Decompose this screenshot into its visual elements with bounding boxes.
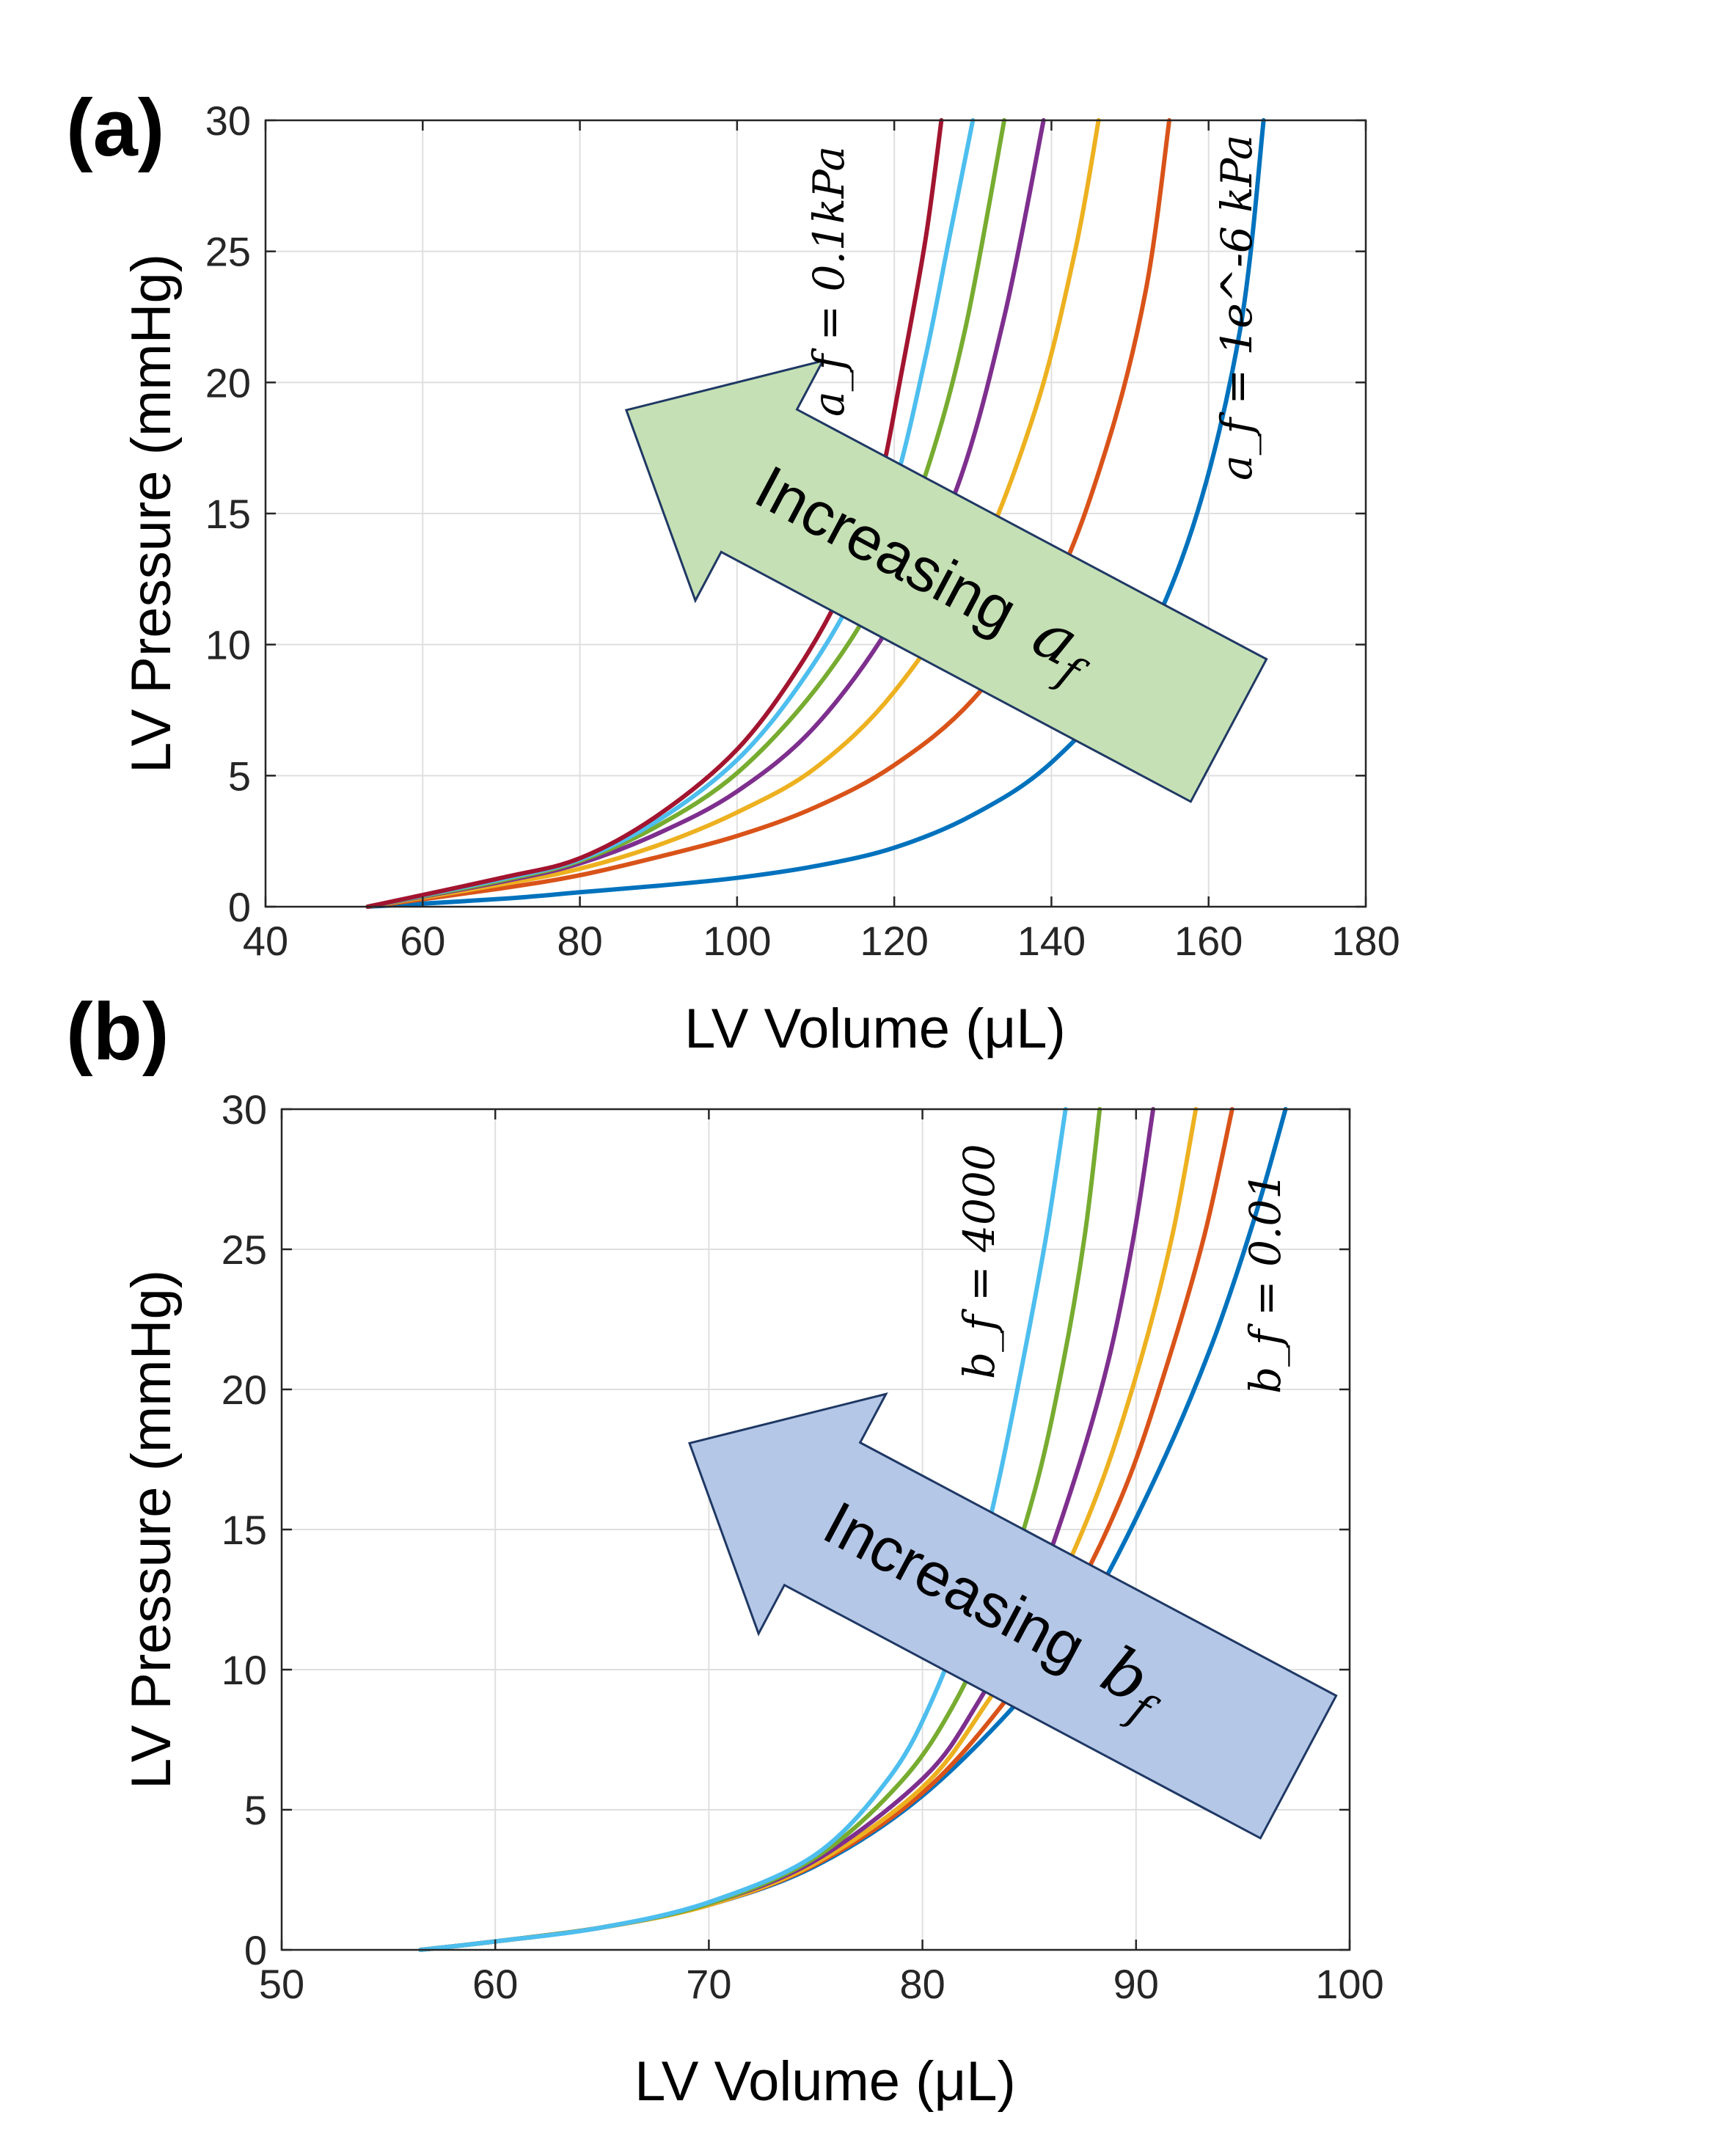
panel-a-x-tick-label: 180 (1331, 918, 1400, 964)
panel-b-ticks: 50 60 70 80 90 100 0 5 10 15 20 25 30 (222, 1086, 1384, 2007)
panel-b-curves (418, 1107, 1288, 1952)
panel-a-label-high: a_f = 0.1kPa (804, 146, 854, 417)
panel-a-x-tick-label: 60 (400, 918, 445, 964)
panel-a-y-tick-label: 15 (205, 491, 251, 537)
panel-b-y-axis-label: LV Pressure (mmHg) (120, 1270, 183, 1789)
panel-a-y-tick-label: 30 (205, 98, 251, 144)
panel-a-y-tick-label: 0 (228, 884, 251, 930)
panel-a-x-tick-label: 80 (557, 918, 602, 964)
panel-a-y-axis-label: LV Pressure (mmHg) (120, 254, 183, 773)
panel-b-y-tick-label: 20 (222, 1367, 267, 1413)
panel-a-y-tick-label: 10 (205, 622, 251, 668)
panel-b-x-tick-label: 100 (1315, 1961, 1383, 2007)
panel-a-series-line-2 (365, 118, 1172, 909)
panel-a-curves (365, 118, 1266, 909)
panel-a-arrow-shape (624, 359, 1268, 803)
panel-b-label: (b) (66, 987, 169, 1077)
panel-b-y-tick-label: 5 (244, 1787, 267, 1833)
panel-b-x-tick-label: 80 (899, 1961, 945, 2007)
panel-b-y-tick-label: 30 (222, 1086, 267, 1133)
panel-b-x-tick-label: 60 (472, 1961, 518, 2007)
panel-b-chart: 50 60 70 80 90 100 0 5 10 15 20 25 30 (b) LV Volume … (66, 987, 1384, 2113)
panel-a-series-line-1 (365, 118, 1266, 909)
panel-a-y-tick-label: 5 (228, 753, 251, 799)
panel-b-x-axis-label: LV Volume (μL) (634, 2050, 1016, 2113)
panel-b-x-tick-label: 50 (259, 1961, 304, 2007)
panel-a-chart: 40 60 80 100 120 140 160 180 0 5 10 15 20 25 30 (a) LV… (66, 83, 1400, 1060)
panel-b-y-tick-label: 15 (222, 1507, 267, 1553)
panel-b-y-tick-label: 25 (222, 1227, 267, 1273)
panel-b-series-line-6 (418, 1107, 1068, 1952)
panel-a-x-tick-label: 100 (703, 918, 771, 964)
panel-a-x-tick-label: 120 (860, 918, 928, 964)
panel-a-x-tick-label: 160 (1174, 918, 1243, 964)
panel-b-x-tick-label: 70 (686, 1961, 731, 2007)
panel-a-x-axis-label: LV Volume (μL) (684, 998, 1066, 1060)
panel-a-series-line-7 (365, 118, 944, 909)
panel-b-x-tick-label: 90 (1113, 1961, 1159, 2007)
panel-a-x-tick-label: 140 (1017, 918, 1086, 964)
panel-a-label: (a) (66, 83, 164, 173)
panel-b-label-low: b_f = 0.01 (1240, 1172, 1290, 1394)
panel-a-y-tick-label: 20 (205, 359, 251, 406)
panel-b-arrow-shape (688, 1392, 1338, 1840)
panel-b-y-tick-label: 0 (244, 1927, 267, 1973)
panel-a-increasing-arrow: Increasing af (624, 359, 1268, 803)
panel-b-y-tick-label: 10 (222, 1647, 267, 1693)
panel-a-ticks: 40 60 80 100 120 140 160 180 0 5 10 15 20 25 30 (205, 98, 1400, 964)
panel-a-x-tick-label: 40 (243, 918, 288, 964)
panel-b-label-high: b_f = 4000 (954, 1144, 1004, 1379)
panel-a-series-line-3 (365, 118, 1101, 909)
panel-b-increasing-arrow: Increasing bf (688, 1392, 1338, 1840)
panel-a-y-tick-label: 25 (205, 229, 251, 275)
panel-a-label-low: a_f = 1e^-6 kPa (1212, 135, 1262, 480)
